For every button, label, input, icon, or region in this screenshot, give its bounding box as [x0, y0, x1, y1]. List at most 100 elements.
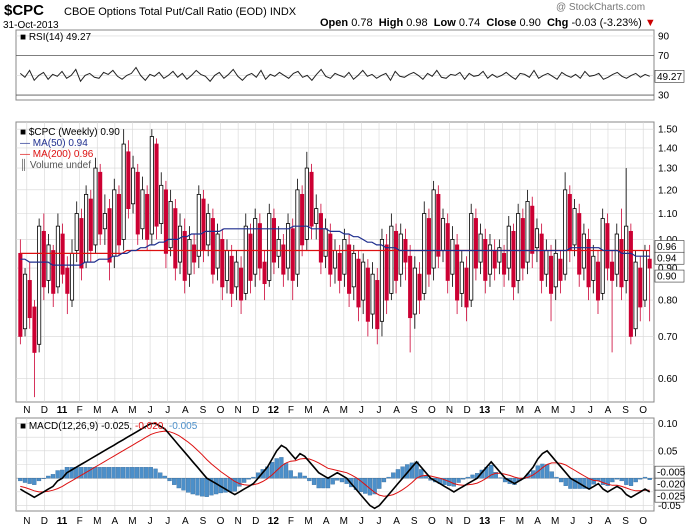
macd-hist-bar-68: [335, 478, 340, 481]
ma50-last-tag-text: 0.94: [657, 254, 677, 265]
macd-x-label-29: A: [534, 516, 541, 527]
candle-14: [84, 185, 89, 269]
candle-body-61: [304, 167, 309, 240]
candle-95: [464, 256, 469, 322]
macd-hist-bar-129: [619, 478, 624, 482]
macd-hist-bar-66: [325, 478, 331, 489]
candle-107: [520, 208, 525, 281]
macd-hist-bar-62: [307, 478, 312, 482]
candle-45: [229, 244, 234, 307]
rsi-last-tag: 49.27: [654, 70, 685, 83]
exchange-label: INDX: [269, 6, 297, 18]
candle-body-106: [516, 213, 521, 281]
macd-hist-bar-31: [162, 475, 167, 479]
macd-hist-bar-36: [186, 478, 191, 493]
macd-x-label-9: A: [182, 516, 189, 527]
price-x-label-5: A: [112, 405, 119, 416]
candle-body-18: [102, 213, 107, 230]
candle-body-1: [23, 273, 28, 330]
macd-hist-bar-47: [237, 478, 242, 487]
candle-133: [642, 244, 647, 307]
candle-body-113: [548, 255, 554, 294]
macd-legend-part-0: ■ MACD(12,26,9) -0.025,: [20, 421, 135, 432]
candle-27: [145, 185, 150, 251]
candle-body-111: [539, 233, 544, 281]
candle-13: [79, 208, 84, 281]
candle-60: [300, 185, 305, 257]
candle-body-132: [638, 267, 643, 308]
macd-x-axis: N D 11 F M A M J J A S O N D 12 F M A M J J A S O N D 13 F M A M J J A S O: [23, 516, 647, 527]
price-x-label-2: 11: [57, 405, 68, 416]
candle-body-99: [483, 239, 488, 281]
candle-46: [234, 250, 239, 301]
candle-59: [295, 178, 300, 287]
candle-115: [558, 250, 563, 294]
candle-body-130: [628, 230, 633, 337]
candle-body-78: [384, 244, 389, 301]
macd-hist-bar-60: [297, 472, 303, 479]
macd-hist-bar-76: [372, 478, 377, 495]
candle-87: [426, 208, 431, 287]
candle-111: [539, 223, 544, 294]
candle-body-44: [224, 250, 230, 281]
candle-body-13: [79, 218, 84, 269]
candle-118: [572, 199, 577, 257]
rsi-grid: [16, 35, 654, 96]
candle-98: [478, 223, 483, 275]
macd-hist-bar-63: [311, 478, 317, 485]
candle-body-22: [121, 143, 126, 240]
candle-body-29: [154, 143, 159, 227]
candle-96: [469, 203, 474, 307]
candle-body-108: [525, 201, 530, 263]
ma200-last-tag-text: 0.96: [657, 242, 677, 253]
candle-130: [628, 223, 633, 345]
macd-x-label-34: S: [622, 516, 629, 527]
candle-body-77: [379, 239, 385, 322]
candle-40: [206, 203, 211, 257]
candle-body-125: [605, 223, 610, 269]
candle-body-92: [450, 239, 455, 275]
candle-104: [506, 215, 511, 281]
macd-hist-bar-81: [395, 469, 401, 479]
macd-hist-bar-93: [451, 478, 457, 487]
candle-body-114: [553, 252, 558, 288]
macd-x-label-13: D: [252, 516, 259, 527]
candle-body-122: [591, 255, 596, 281]
candle-134: [647, 244, 652, 322]
price-x-label-4: M: [93, 405, 101, 416]
price-x-label-17: A: [323, 405, 330, 416]
candle-body-65: [323, 228, 328, 257]
hist-last-tag-text: -0.005: [657, 468, 686, 479]
macd-hist-bar-97: [470, 474, 475, 479]
macd-x-label-2: 11: [57, 516, 68, 527]
candle-110: [534, 218, 539, 263]
macd-tick-4: 0.05: [658, 446, 678, 457]
candle-body-12: [74, 213, 79, 251]
candle-body-127: [614, 233, 619, 275]
candle-body-103: [502, 252, 507, 275]
macd-last-tag-box: [654, 489, 685, 503]
macd-hist-bar-115: [554, 476, 559, 479]
macd-tick-6: 0.10: [658, 419, 678, 430]
macd-hist-bar-27: [144, 467, 149, 479]
macd-hist-bar-7: [50, 474, 56, 479]
macd-line: [19, 422, 651, 510]
candle-body-93: [455, 244, 460, 301]
rsi-axis: 30507090: [658, 31, 670, 101]
candle-48: [243, 213, 248, 301]
candle-body-34: [177, 225, 183, 263]
candle-71: [351, 244, 356, 301]
price-x-label-0: N: [23, 405, 30, 416]
price-x-label-9: A: [182, 405, 189, 416]
rsi-tick-30: 30: [658, 91, 670, 102]
candle-47: [239, 256, 244, 315]
candle-91: [445, 213, 450, 294]
candle-body-63: [314, 208, 319, 224]
macd-hist-bar-38: [195, 478, 200, 496]
candle-56: [281, 234, 286, 287]
candle-66: [328, 223, 333, 287]
candle-49: [248, 223, 253, 294]
open-value: 0.78: [351, 17, 373, 29]
macd-legend-part-1: -0.020,: [135, 421, 169, 432]
